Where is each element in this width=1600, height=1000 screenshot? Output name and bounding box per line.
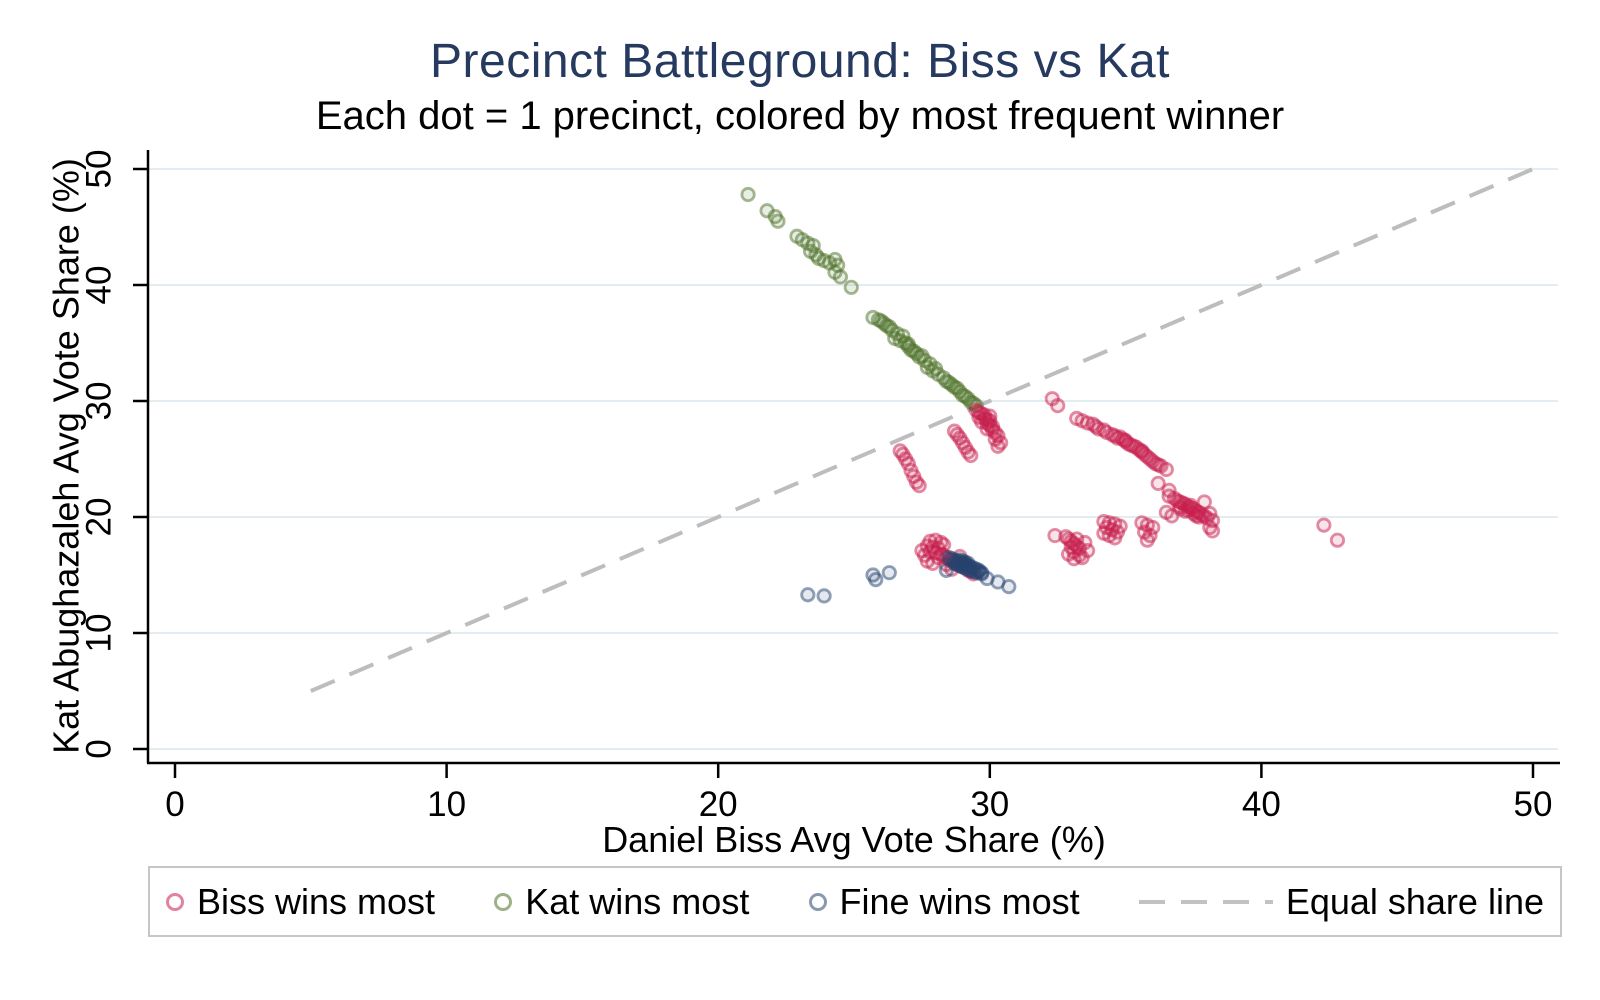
scatter-point-biss <box>1112 518 1128 534</box>
scatter-point-kat <box>914 348 930 364</box>
y-tick-label: 20 <box>80 498 119 537</box>
legend-label-equal-share: Equal share line <box>1285 880 1544 922</box>
scatter-point-biss <box>1139 532 1155 548</box>
x-axis-title: Daniel Biss Avg Vote Share (%) <box>602 819 1106 860</box>
scatter-point-kat <box>873 313 889 329</box>
scatter-point-kat <box>927 360 944 377</box>
scatter-point-biss <box>1316 517 1332 533</box>
y-tick-label: 10 <box>80 614 119 653</box>
scatter-point-kat <box>832 269 849 285</box>
kat-marker-icon <box>494 892 513 911</box>
scatter-point-biss <box>1188 508 1204 524</box>
y-tick-label: 40 <box>80 266 119 305</box>
chart-subtitle: Each dot = 1 precinct, colored by most f… <box>315 94 1285 138</box>
x-tick-label: 30 <box>970 785 1009 824</box>
scatter-point-biss <box>925 555 941 572</box>
scatter-point-biss <box>1112 429 1128 445</box>
y-tick-label: 50 <box>80 150 119 189</box>
scatter-point-biss <box>1096 525 1112 541</box>
scatter-point-biss <box>911 478 927 494</box>
scatter-point-biss <box>982 408 998 424</box>
scatter-point-kat <box>843 279 859 295</box>
scatter-point-biss <box>1204 523 1221 539</box>
scatter-point-biss <box>1329 532 1346 548</box>
scatter-point-biss <box>1066 551 1082 567</box>
scatter-point-fine <box>868 572 884 588</box>
legend: Biss wins most Kat wins most Fine wins m… <box>148 866 1562 937</box>
chart-title: Precinct Battleground: Biss vs Kat <box>430 35 1170 88</box>
scatter-point-biss <box>990 438 1006 454</box>
scatter-point-fine <box>816 588 832 604</box>
biss-marker-icon <box>166 892 184 911</box>
y-tick-label: 30 <box>80 382 119 421</box>
scatter-point-biss <box>1050 398 1066 414</box>
scatter-point-biss <box>1134 443 1150 459</box>
y-axis-title: Kat Abughazaleh Avg Vote Share (%) <box>46 158 87 754</box>
equal-share-line <box>310 167 1534 693</box>
scatter-point-biss <box>1047 527 1063 544</box>
scatter-point-biss <box>1196 494 1212 510</box>
scatter-point-biss <box>1158 504 1174 520</box>
y-tick-label: 0 <box>80 739 119 758</box>
equal-share-line-icon <box>1138 899 1273 904</box>
scatter-point-biss <box>1079 543 1096 559</box>
legend-item-equal-share: Equal share line <box>1138 880 1544 923</box>
x-tick-label: 50 <box>1514 785 1553 824</box>
scatter-point-fine <box>960 555 976 572</box>
scatter-point-biss <box>1150 457 1166 473</box>
legend-label-kat: Kat wins most <box>525 880 750 922</box>
x-tick-label: 0 <box>165 785 184 824</box>
x-tick-label: 20 <box>699 785 738 824</box>
legend-item-kat: Kat wins most <box>494 881 749 923</box>
x-tick-label: 40 <box>1242 785 1281 824</box>
scatter-point-kat <box>946 379 963 395</box>
x-tick-label: 10 <box>427 785 466 824</box>
scatter-point-biss <box>936 537 952 553</box>
scatter-point-biss <box>963 447 979 464</box>
scatter-point-fine <box>974 566 990 582</box>
scatter-point-fine <box>800 587 816 603</box>
fine-marker-icon <box>808 892 827 911</box>
scatter-point-kat <box>740 186 756 203</box>
scatter-point-fine <box>881 565 897 581</box>
scatter-point-kat <box>900 336 916 352</box>
legend-label-biss: Biss wins most <box>197 880 436 922</box>
legend-label-fine: Fine wins most <box>839 880 1080 922</box>
scatter-point-fine <box>1001 578 1017 595</box>
scatter-point-biss <box>1150 475 1166 491</box>
scatter-point-kat <box>770 213 786 229</box>
legend-item-biss: Biss wins most <box>166 881 435 923</box>
legend-item-fine: Fine wins most <box>808 880 1080 923</box>
